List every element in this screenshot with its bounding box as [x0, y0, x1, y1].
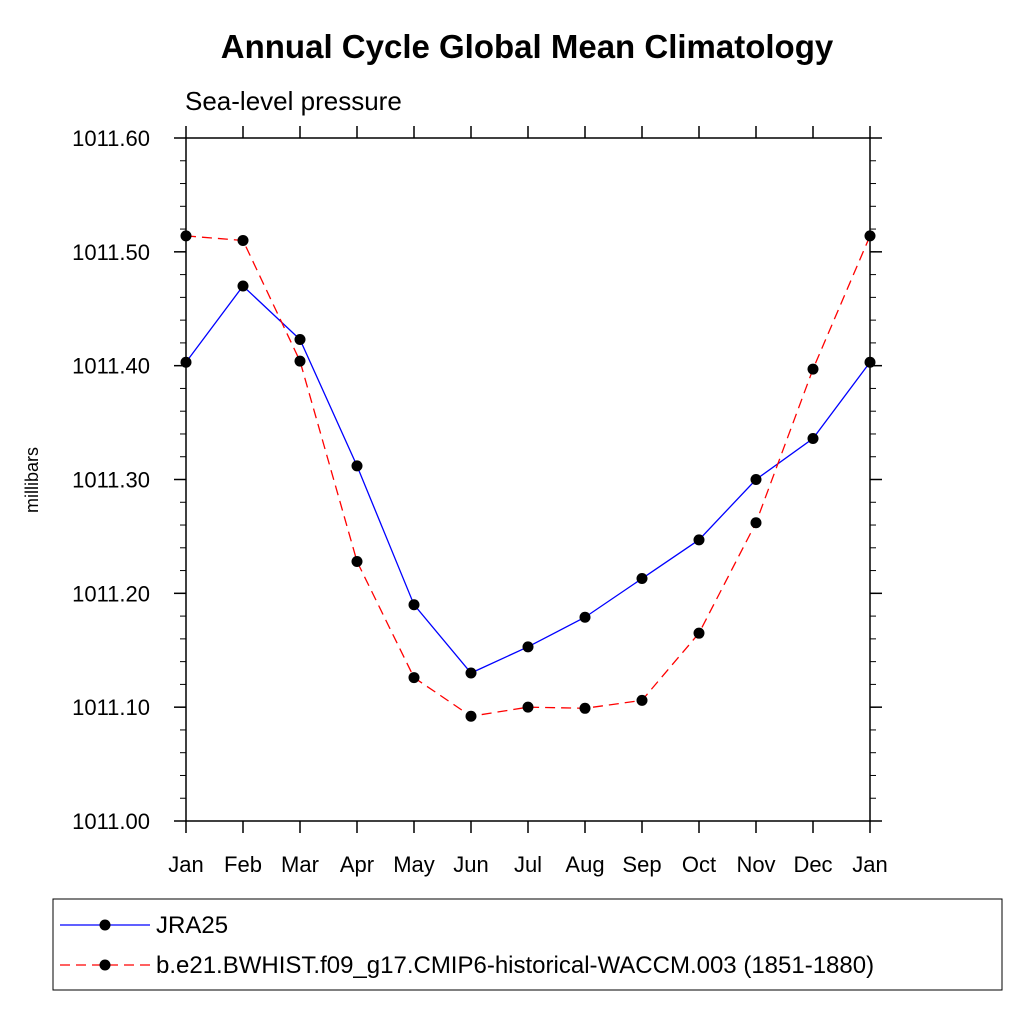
series-0-point [294, 333, 306, 345]
y-tick-label: 1011.10 [72, 695, 150, 720]
series-1-point [465, 710, 477, 722]
x-tick-label: Feb [224, 852, 262, 877]
series-0-point [750, 474, 762, 485]
series-0-point [351, 460, 363, 472]
x-tick-label: Sep [622, 852, 661, 877]
series-1-point [750, 517, 762, 529]
series-1-point [864, 230, 876, 242]
legend-marker-1 [99, 959, 111, 971]
series-0-point [807, 433, 819, 445]
series-0-point [579, 611, 591, 623]
series-0-point [693, 534, 705, 546]
x-tick-label: Apr [340, 852, 374, 877]
x-tick-label: Mar [281, 852, 319, 877]
x-tick-label: Jul [514, 852, 542, 877]
legend: JRA25 b.e21.BWHIST.f09_g17.CMIP6-historic… [60, 912, 874, 979]
x-tick-label: Nov [736, 852, 775, 877]
y-tick-label: 1011.00 [72, 809, 150, 834]
x-tick-labels: Jan Feb Mar Apr May Jun Jul Aug Sep Oct Nov Dec Jan [168, 852, 887, 877]
plot-area [185, 137, 871, 822]
y-tick-label: 1011.50 [72, 240, 150, 265]
series-1-point [294, 355, 306, 367]
x-tick-label: Jan [168, 852, 203, 877]
legend-box [52, 898, 1003, 991]
y-tick-label: 1011.40 [72, 354, 150, 379]
series-0-point [408, 599, 420, 611]
series-1-point [237, 234, 249, 246]
series-1-point [408, 672, 420, 684]
x-tick-label: Oct [682, 852, 716, 877]
series-0-point [237, 280, 249, 292]
series-0-point [180, 356, 192, 368]
x-tick-label: Jun [453, 852, 488, 877]
series-1-point [693, 627, 705, 639]
legend-label-0: JRA25 [156, 912, 228, 939]
chart-title: Annual Cycle Global Mean Climatology [221, 28, 834, 65]
series-line-0 [185, 285, 871, 674]
series-0-point [636, 573, 648, 585]
series-1-point [807, 363, 819, 375]
y-tick-labels: 1011.00 1011.10 1011.20 1011.30 1011.40 1011.… [72, 126, 150, 834]
series-0-point [465, 667, 477, 679]
x-tick-label: Jan [852, 852, 887, 877]
y-axis-label: millibars [22, 447, 42, 513]
axis-ticks [174, 126, 882, 833]
x-tick-label: Dec [793, 852, 832, 877]
legend-label-1: b.e21.BWHIST.f09_g17.CMIP6-historical-WA… [156, 952, 874, 979]
series-0-point [864, 356, 876, 368]
x-tick-label: May [393, 852, 435, 877]
series-1-point [522, 701, 534, 713]
series-layer [180, 230, 876, 722]
chart-subtitle: Sea-level pressure [185, 86, 402, 116]
series-1-point [579, 702, 591, 714]
series-1-point [180, 230, 192, 242]
y-tick-label: 1011.20 [72, 581, 150, 606]
x-tick-label: Aug [565, 852, 604, 877]
y-tick-label: 1011.60 [72, 126, 150, 151]
series-1-point [636, 694, 648, 706]
legend-marker-0 [99, 919, 111, 931]
series-0-point [522, 641, 534, 653]
series-1-point [351, 555, 363, 567]
y-tick-label: 1011.30 [72, 468, 150, 493]
